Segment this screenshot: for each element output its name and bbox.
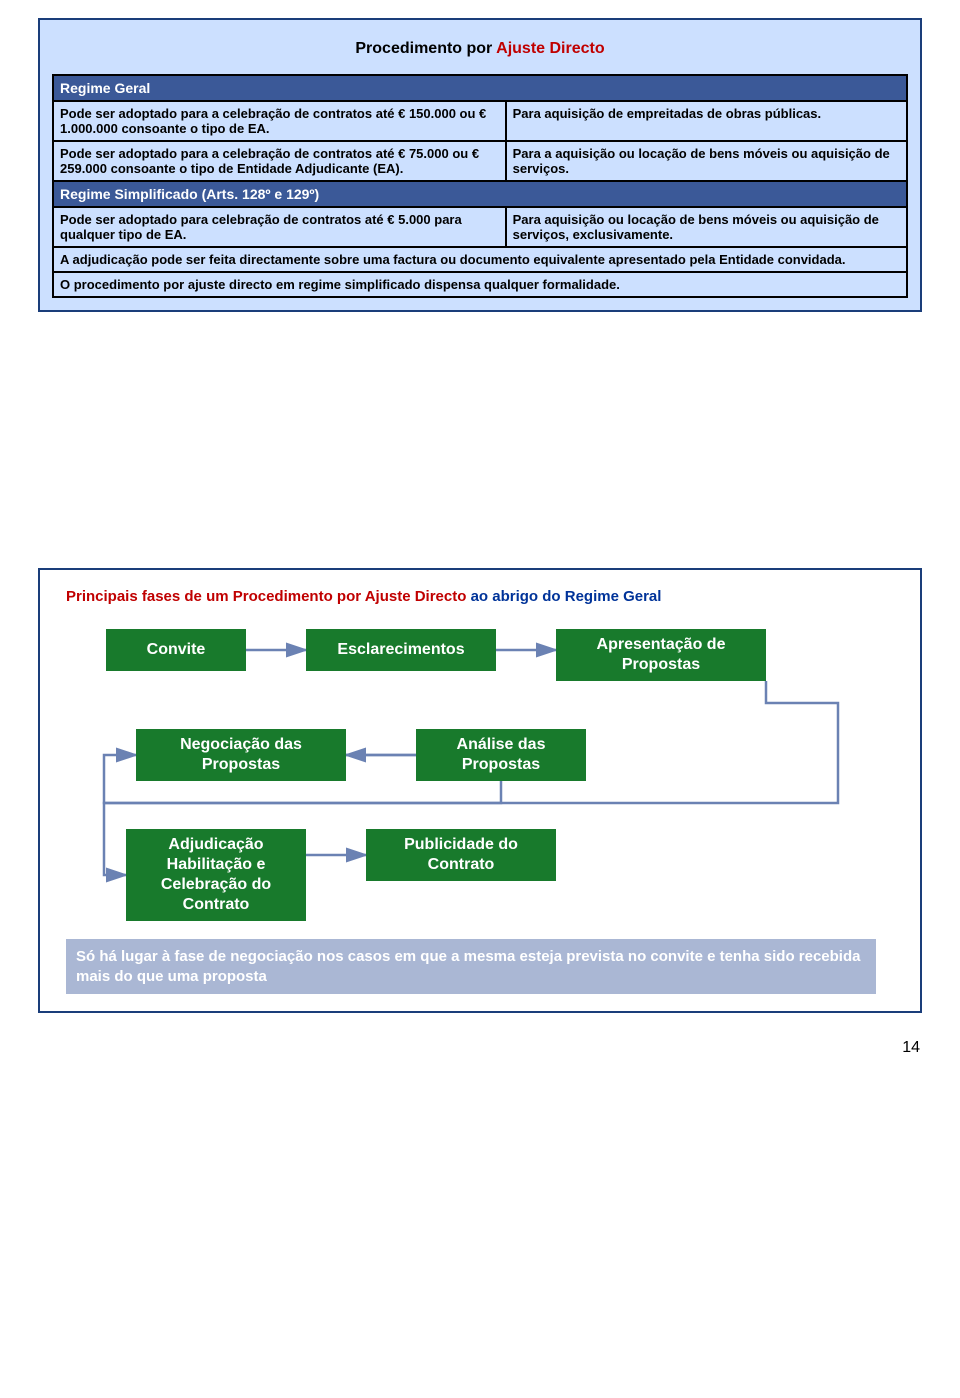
row3-left: Pode ser adoptado para celebração de con…: [53, 207, 506, 247]
node-esclarecimentos: Esclarecimentos: [306, 629, 496, 671]
row3-right: Para aquisição ou locação de bens móveis…: [506, 207, 907, 247]
connectors-svg: [66, 629, 894, 989]
flow-area: Convite Esclarecimentos Apresentação de Pr…: [66, 629, 894, 989]
panel-fases: Principais fases de um Procedimento por …: [38, 568, 922, 1013]
phases-title-part2: ao abrigo do Regime Geral: [471, 588, 662, 605]
row5: O procedimento por ajuste directo em reg…: [53, 272, 907, 297]
row2-right: Para a aquisição ou locação de bens móve…: [506, 141, 907, 181]
phases-title-part1: Principais fases de um Procedimento por …: [66, 588, 471, 605]
row1-left: Pode ser adoptado para a celebração de c…: [53, 101, 506, 141]
node-analise: Análise das Propostas: [416, 729, 586, 781]
node-convite: Convite: [106, 629, 246, 671]
row4: A adjudicação pode ser feita directament…: [53, 247, 907, 272]
note-band: Só há lugar à fase de negociação nos cas…: [66, 939, 876, 994]
node-apresentacao: Apresentação de Propostas: [556, 629, 766, 681]
title-part1: Procedimento por: [355, 40, 496, 57]
spacer: [0, 330, 960, 550]
node-negociacao: Negociação das Propostas: [136, 729, 346, 781]
header-regime-simpl: Regime Simplificado (Arts. 128º e 129º): [53, 181, 907, 207]
page-number: 14: [0, 1031, 960, 1073]
panel-procedimento: Procedimento por Ajuste Directo Regime G…: [38, 18, 922, 312]
row2-left: Pode ser adoptado para a celebração de c…: [53, 141, 506, 181]
row1-right: Para aquisição de empreitadas de obras p…: [506, 101, 907, 141]
regime-table: Regime Geral Pode ser adoptado para a ce…: [52, 74, 908, 298]
panel1-title: Procedimento por Ajuste Directo: [52, 40, 908, 58]
node-publicidade: Publicidade do Contrato: [366, 829, 556, 881]
node-adjudicacao: Adjudicação Habilitação e Celebração do …: [126, 829, 306, 921]
header-regime-geral: Regime Geral: [53, 75, 907, 101]
phases-title: Principais fases de um Procedimento por …: [66, 588, 894, 605]
title-part2: Ajuste Directo: [496, 40, 604, 57]
